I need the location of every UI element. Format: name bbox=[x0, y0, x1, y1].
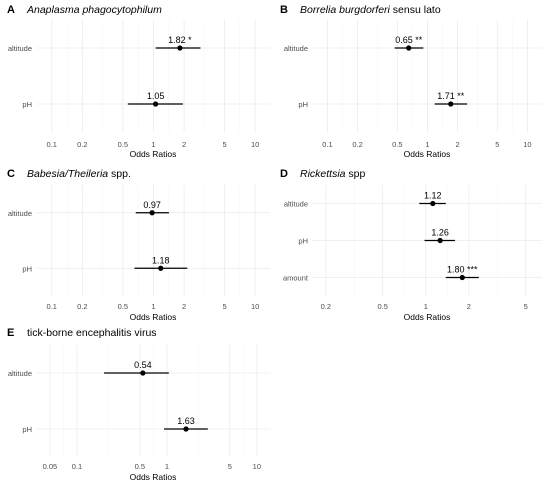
panel-title: tick-borne encephalitis virus bbox=[27, 327, 157, 339]
panel-letter: B bbox=[280, 4, 288, 16]
x-tick-label: 0.1 bbox=[72, 462, 82, 471]
panel-letter: D bbox=[280, 168, 288, 180]
panel-title: Borrelia burgdorferi sensu lato bbox=[300, 4, 441, 16]
panel-c: C Babesia/Theileria spp. 0.1 0.2 0.5 1 2 5 10 alt… bbox=[7, 168, 270, 322]
x-tick-label: 5 bbox=[222, 302, 226, 311]
x-tick-label: 10 bbox=[253, 462, 261, 471]
x-tick-label: 1 bbox=[424, 302, 428, 311]
y-category-label: altitude bbox=[284, 44, 308, 53]
x-tick-label: 10 bbox=[251, 302, 259, 311]
odds-ratio-label: 0.97 bbox=[143, 200, 161, 210]
x-tick-label: 10 bbox=[523, 140, 531, 149]
x-tick-label: 0.1 bbox=[47, 302, 57, 311]
odds-ratio-point bbox=[158, 265, 164, 271]
odds-ratio-point bbox=[177, 45, 183, 51]
panel-title-part: spp. bbox=[108, 168, 131, 180]
y-category-label: altitude bbox=[8, 44, 32, 53]
odds-ratio-point bbox=[437, 237, 443, 244]
panel-a: A Anaplasma phagocytophilum 0.1 0.2 0.5 1 2 5 10… bbox=[7, 4, 270, 159]
x-tick-label: 0.5 bbox=[135, 462, 145, 471]
x-axis-title: Odds Ratios bbox=[130, 149, 177, 159]
x-tick-label: 5 bbox=[524, 302, 528, 311]
x-axis-title: Odds Ratios bbox=[404, 149, 451, 159]
x-tick-label: 2 bbox=[182, 140, 186, 149]
x-tick-label: 0.5 bbox=[378, 302, 388, 311]
x-tick-label: 5 bbox=[222, 140, 226, 149]
odds-ratio-label: 1.71 ** bbox=[437, 91, 465, 101]
x-tick-label: 1 bbox=[165, 462, 169, 471]
panel-title: Anaplasma phagocytophilum bbox=[26, 4, 162, 16]
x-tick-label: 5 bbox=[228, 462, 232, 471]
odds-ratio-point bbox=[459, 274, 465, 281]
odds-ratio-point bbox=[430, 200, 436, 207]
odds-ratio-label: 1.63 bbox=[177, 416, 195, 426]
panel-d: D Rickettsia spp 0.2 0.5 1 2 5 altitude 1.12 pH 1.… bbox=[280, 168, 542, 322]
x-tick-label: 2 bbox=[455, 140, 459, 149]
x-tick-label: 0.5 bbox=[392, 140, 402, 149]
panel-title: Rickettsia spp bbox=[300, 168, 366, 180]
y-category-label: altitude bbox=[284, 200, 308, 209]
x-tick-label: 0.05 bbox=[43, 462, 58, 471]
y-category-label: pH bbox=[22, 264, 32, 273]
odds-ratio-label: 1.12 bbox=[424, 191, 442, 201]
x-axis-title: Odds Ratios bbox=[130, 472, 177, 482]
y-category-label: pH bbox=[22, 425, 32, 434]
panel-title-part: Borrelia burgdorferi bbox=[300, 4, 391, 16]
odds-ratio-point bbox=[406, 45, 412, 51]
x-tick-label: 1 bbox=[425, 140, 429, 149]
panel-title-part: Rickettsia bbox=[300, 168, 346, 180]
x-tick-label: 0.2 bbox=[321, 302, 331, 311]
x-tick-label: 10 bbox=[251, 140, 259, 149]
panel-letter: C bbox=[7, 168, 15, 180]
x-tick-label: 1 bbox=[151, 302, 155, 311]
odds-ratio-label: 1.26 bbox=[431, 228, 449, 238]
x-tick-label: 0.5 bbox=[118, 302, 128, 311]
odds-ratio-label: 1.82 * bbox=[168, 35, 192, 45]
odds-ratio-point bbox=[448, 101, 454, 107]
odds-ratio-label: 1.05 bbox=[147, 91, 165, 101]
odds-ratio-label: 0.65 ** bbox=[395, 35, 423, 45]
x-axis-title: Odds Ratios bbox=[404, 312, 451, 322]
odds-ratio-point bbox=[153, 101, 159, 107]
odds-ratio-label: 1.80 *** bbox=[447, 265, 478, 275]
panel-title-part: Anaplasma phagocytophilum bbox=[26, 4, 162, 16]
odds-ratio-point bbox=[149, 210, 155, 216]
panel-title-part: spp bbox=[346, 168, 366, 180]
x-tick-label: 0.2 bbox=[77, 140, 87, 149]
panel-title-part: tick-borne encephalitis virus bbox=[27, 327, 157, 339]
panel-title-part: sensu lato bbox=[390, 4, 441, 16]
x-tick-label: 2 bbox=[467, 302, 471, 311]
x-tick-label: 0.5 bbox=[118, 140, 128, 149]
x-axis-title: Odds Ratios bbox=[130, 312, 177, 322]
odds-ratio-point bbox=[183, 426, 189, 432]
y-category-label: pH bbox=[22, 100, 32, 109]
x-tick-label: 0.2 bbox=[352, 140, 362, 149]
odds-ratio-label: 0.54 bbox=[134, 360, 152, 370]
x-tick-label: 0.1 bbox=[47, 140, 57, 149]
odds-ratio-label: 1.18 bbox=[152, 255, 170, 265]
panel-letter: E bbox=[7, 327, 14, 339]
panel-title-part: Babesia/Theileria bbox=[27, 168, 108, 180]
x-tick-label: 0.1 bbox=[322, 140, 332, 149]
x-tick-label: 5 bbox=[495, 140, 499, 149]
x-tick-label: 2 bbox=[182, 302, 186, 311]
y-category-label: altitude bbox=[8, 209, 32, 218]
x-tick-label: 0.2 bbox=[77, 302, 87, 311]
y-category-label: amount bbox=[283, 274, 309, 283]
panel-title: Babesia/Theileria spp. bbox=[27, 168, 131, 180]
panel-b: B Borrelia burgdorferi sensu lato 0.1 0.2 0.… bbox=[280, 4, 542, 159]
panel-letter: A bbox=[7, 4, 15, 16]
x-tick-label: 1 bbox=[151, 140, 155, 149]
y-category-label: pH bbox=[298, 100, 308, 109]
odds-ratio-point bbox=[140, 370, 146, 376]
y-category-label: altitude bbox=[8, 369, 32, 378]
y-category-label: pH bbox=[298, 237, 308, 246]
